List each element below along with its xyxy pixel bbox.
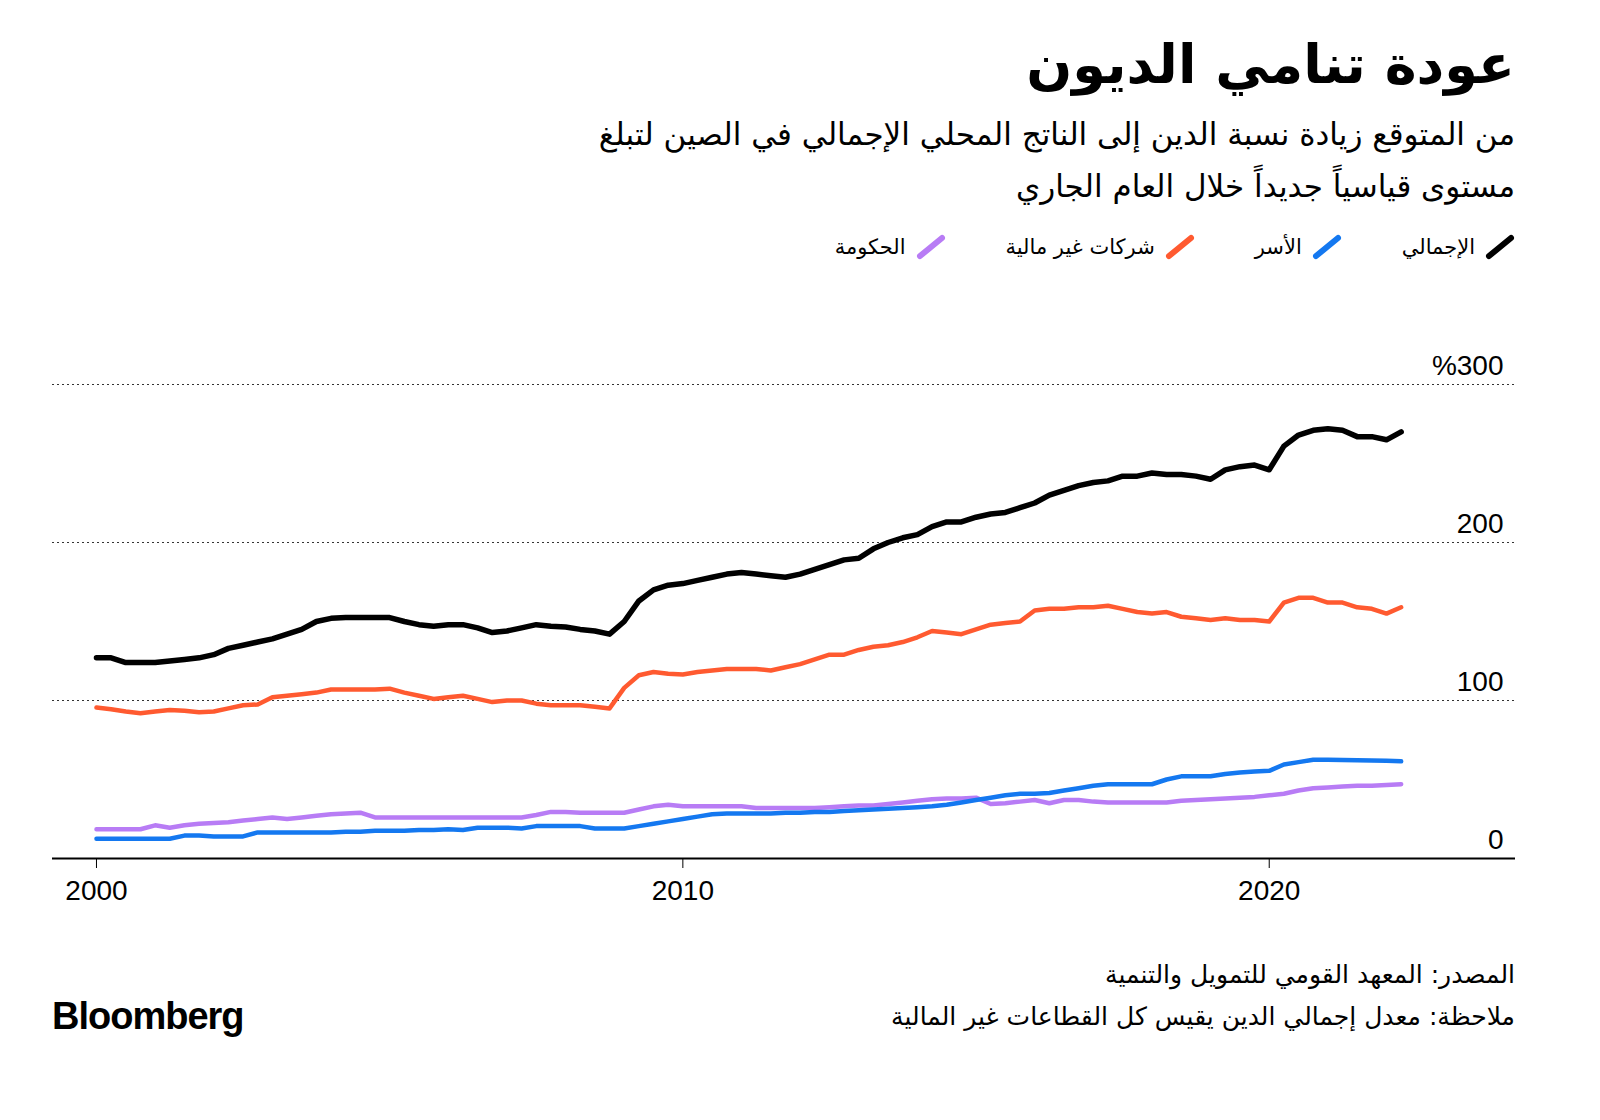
html-text:Bloomberg: Bloomberg xyxy=(52,995,244,1037)
svg-text:0: 0 xyxy=(1488,824,1504,855)
html-text:ملاحظة: معدل إجمالي الدين يقيس: ملاحظة: معدل إجمالي الدين يقيس كل القطاع… xyxy=(891,1002,1515,1031)
html-text:المصدر: المعهد القومي للتمويل: المصدر: المعهد القومي للتمويل والتنمية xyxy=(1105,960,1515,989)
svg-text:100: 100 xyxy=(1457,666,1504,697)
svg-text:2010: 2010 xyxy=(652,875,714,906)
html-text:الحكومة: الحكومة xyxy=(834,235,906,259)
svg-text:2000: 2000 xyxy=(65,875,127,906)
html-text:شركات غير مالية: شركات غير مالية xyxy=(1005,235,1155,259)
html-text:عودة تنامي الديون: عودة تنامي الديون xyxy=(1026,33,1515,96)
svg-text:200: 200 xyxy=(1457,508,1504,539)
html-text:الإجمالي: الإجمالي xyxy=(1401,235,1475,259)
html-text:الأسر: الأسر xyxy=(1254,235,1302,259)
svg-text:%300: %300 xyxy=(1432,350,1504,381)
html-text:من المتوقع زيادة نسبة الدين إل: من المتوقع زيادة نسبة الدين إلى الناتج ا… xyxy=(598,116,1515,204)
svg-text:2020: 2020 xyxy=(1238,875,1300,906)
